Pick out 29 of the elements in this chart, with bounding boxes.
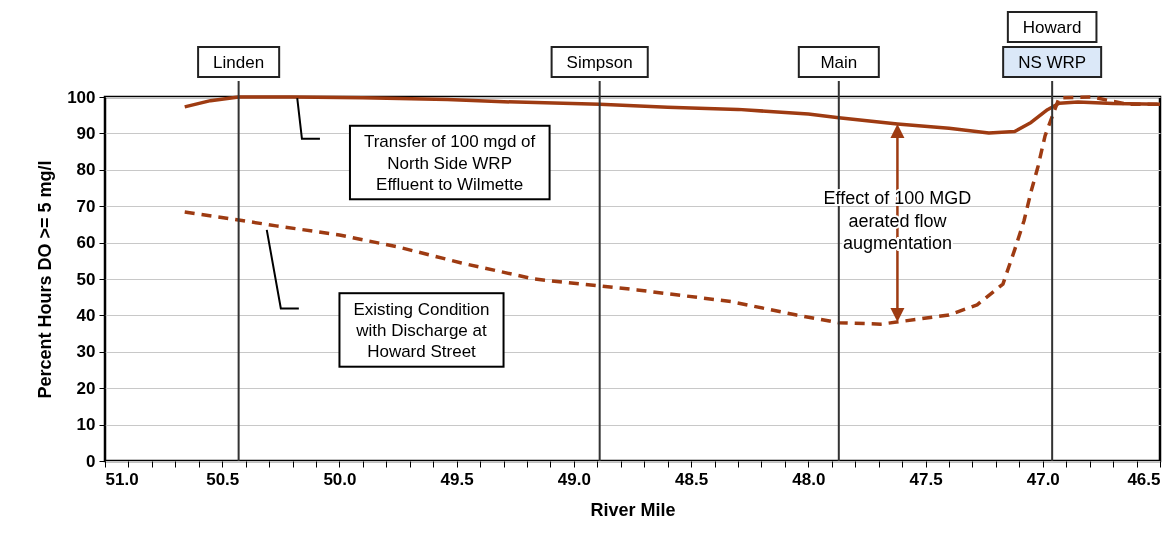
series-label: Existing Condition with Discharge at Howard Street — [353, 299, 490, 361]
y-tick-label: 0 — [86, 451, 96, 471]
x-tick-label: 47.5 — [909, 469, 943, 489]
x-tick-label: 49.5 — [440, 469, 474, 489]
y-axis-title: Percent Hours DO >= 5 mg/l — [35, 160, 56, 399]
x-tick-label: 49.0 — [557, 469, 591, 489]
y-tick-label: 100 — [67, 87, 96, 107]
x-tick-label: 51.0 — [105, 469, 139, 489]
ref-line-label: Simpson — [566, 52, 633, 72]
y-tick-label: 90 — [76, 123, 96, 143]
y-tick-label: 60 — [76, 233, 96, 253]
y-tick-label: 30 — [76, 342, 96, 362]
y-tick-label: 20 — [76, 378, 96, 398]
x-tick-label: 50.5 — [206, 469, 240, 489]
series-label: Transfer of 100 mgd of North Side WRP Effluent to Wilmette — [363, 131, 536, 194]
x-tick-label: 48.5 — [675, 469, 709, 489]
y-tick-label: 50 — [76, 269, 96, 289]
x-tick-label: 47.0 — [1026, 469, 1060, 489]
x-tick-label: 50.0 — [323, 469, 357, 489]
ref-line-label: Linden — [213, 52, 265, 72]
y-tick-label: 10 — [76, 415, 96, 435]
y-tick-label: 80 — [76, 160, 96, 180]
x-tick-label: 46.5 — [1127, 469, 1161, 489]
ref-line-label: Howard NS WRP — [1018, 17, 1087, 72]
y-tick-label: 40 — [76, 305, 96, 325]
ref-line-label: Main — [820, 52, 858, 72]
x-tick-label: 48.0 — [792, 469, 826, 489]
y-tick-label: 70 — [76, 196, 96, 216]
x-axis-title: River Mile — [590, 499, 676, 520]
